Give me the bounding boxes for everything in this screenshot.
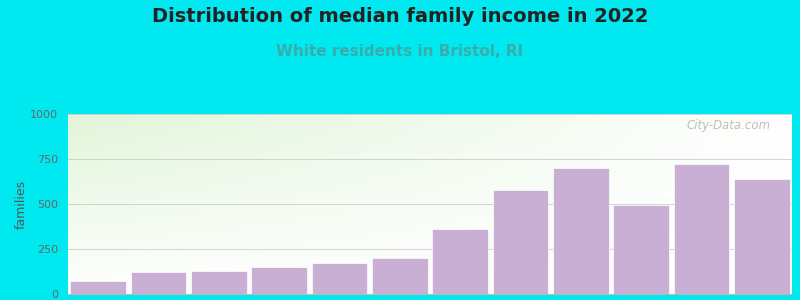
- Text: White residents in Bristol, RI: White residents in Bristol, RI: [277, 44, 523, 59]
- Bar: [191, 271, 246, 294]
- Bar: [70, 280, 126, 294]
- Bar: [130, 272, 186, 294]
- Bar: [433, 229, 488, 294]
- Bar: [553, 168, 609, 294]
- Y-axis label: families: families: [14, 179, 27, 229]
- Bar: [372, 258, 427, 294]
- Bar: [493, 190, 548, 294]
- Text: Distribution of median family income in 2022: Distribution of median family income in …: [152, 8, 648, 26]
- Bar: [674, 164, 730, 294]
- Bar: [312, 263, 367, 294]
- Bar: [614, 205, 669, 294]
- Text: City-Data.com: City-Data.com: [686, 119, 770, 132]
- Bar: [251, 267, 307, 294]
- Bar: [734, 179, 790, 294]
